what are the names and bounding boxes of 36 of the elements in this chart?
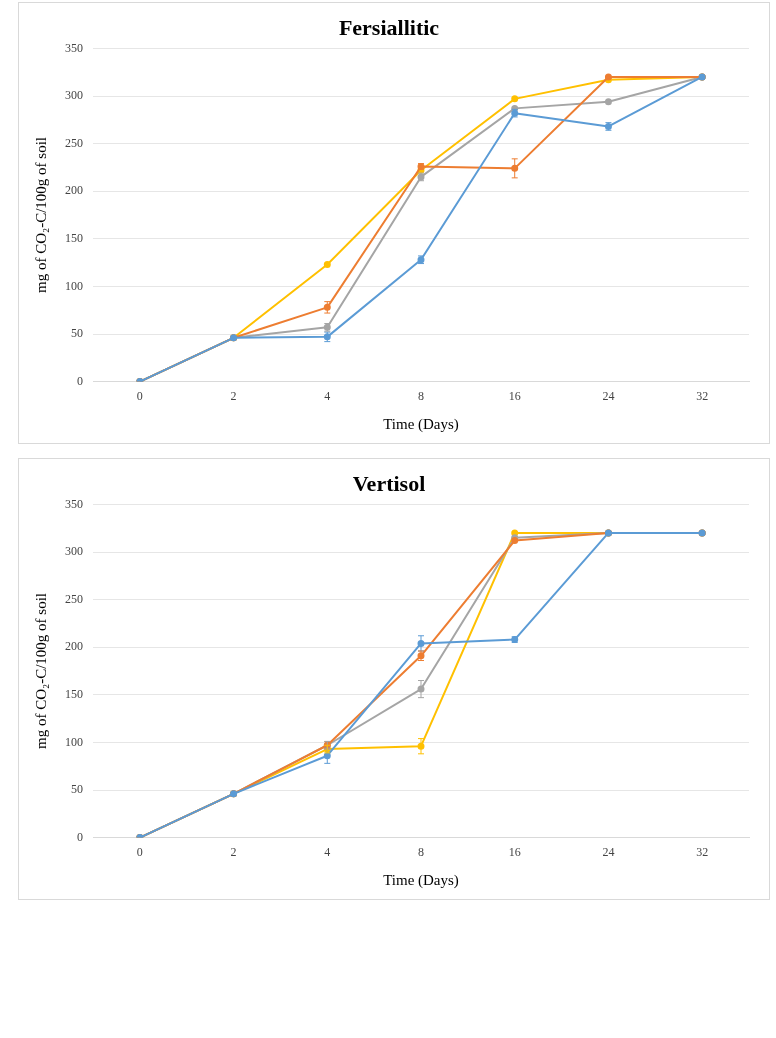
y-tick-label: 350 [65, 40, 83, 55]
x-axis-title: Time (Days) [383, 415, 459, 433]
y-tick-label: 300 [65, 544, 83, 559]
y-tick-label: 200 [65, 183, 83, 198]
x-tick-label: 4 [324, 844, 331, 859]
x-tick-label: 8 [418, 388, 424, 403]
y-axis-title: mg of CO₂-C/100g of soil [32, 136, 49, 294]
x-tick-label: 0 [136, 844, 143, 859]
y-tick-label: 300 [65, 88, 83, 103]
y-tick-label: 250 [65, 591, 83, 606]
x-tick-label: 0 [136, 388, 143, 403]
x-tick-label: 24 [602, 844, 615, 859]
x-tick-label: 32 [696, 844, 709, 859]
x-tick-label: 4 [324, 388, 331, 403]
y-tick-label: 0 [77, 373, 83, 388]
x-tick-label: 24 [602, 388, 615, 403]
y-tick-label: 200 [65, 639, 83, 654]
y-tick-label: 100 [65, 734, 83, 749]
y-tick-label: 150 [65, 686, 83, 701]
y-tick-label: 100 [65, 278, 83, 293]
y-axis-title: mg of CO₂-C/100g of soil [32, 592, 49, 750]
chart-title: Fersiallitic [338, 14, 440, 40]
x-axis-title: Time (Days) [383, 871, 459, 889]
x-tick-label: 2 [230, 844, 237, 859]
y-tick-label: 50 [71, 326, 83, 341]
x-tick-label: 8 [418, 844, 424, 859]
x-tick-label: 16 [508, 844, 521, 859]
chart-title: Vertisol [352, 470, 426, 496]
y-tick-label: 250 [65, 135, 83, 150]
x-tick-label: 32 [696, 388, 709, 403]
y-tick-label: 150 [65, 230, 83, 245]
y-tick-label: 0 [77, 829, 83, 844]
y-tick-label: 50 [71, 782, 83, 797]
x-tick-label: 16 [508, 388, 521, 403]
x-tick-label: 2 [230, 388, 237, 403]
y-tick-label: 350 [65, 496, 83, 511]
